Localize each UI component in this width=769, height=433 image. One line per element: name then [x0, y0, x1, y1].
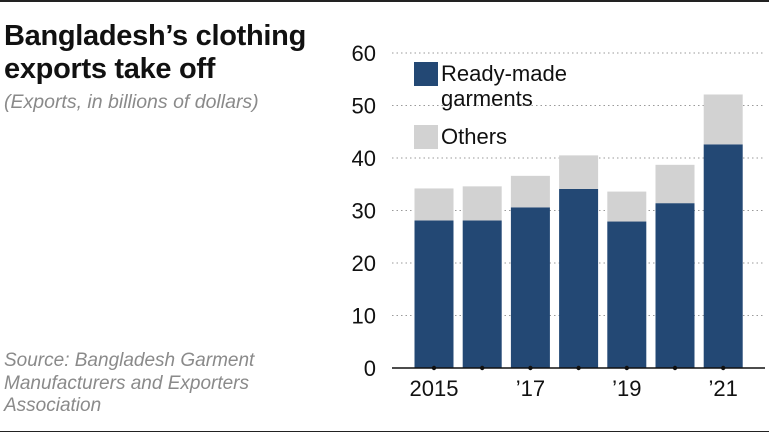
source-note: Source: Bangladesh Garment Manufacturers…: [4, 350, 255, 416]
y-tick-label: 60: [352, 41, 376, 66]
bar-ready-made: [655, 203, 695, 368]
bar-ready-made: [462, 220, 502, 368]
y-tick-label: 0: [364, 356, 376, 381]
legend-label: garments: [441, 86, 533, 111]
bar-others: [462, 186, 502, 221]
y-tick-label: 50: [352, 94, 376, 119]
x-tick-label: 2015: [410, 376, 459, 401]
bar-ready-made: [559, 188, 599, 368]
x-tick-label: ’21: [709, 376, 738, 401]
y-tick-label: 20: [352, 251, 376, 276]
y-tick-label: 30: [352, 199, 376, 224]
y-tick-label: 40: [352, 146, 376, 171]
chart-title: Bangladesh’s clothing exports take off: [4, 20, 306, 85]
legend-swatch-ready-made: [414, 62, 438, 86]
legend-label: Others: [441, 124, 507, 149]
x-tick-label: ’17: [516, 376, 545, 401]
bar-others: [510, 175, 550, 208]
bar-others: [414, 188, 454, 221]
chart-subtitle: (Exports, in billions of dollars): [4, 91, 259, 113]
bar-ready-made: [703, 144, 743, 368]
bar-others: [655, 164, 695, 204]
bar-others: [703, 94, 743, 145]
bottom-rule: [0, 431, 769, 432]
y-tick-label: 10: [352, 304, 376, 329]
legend-swatch-others: [414, 125, 438, 149]
legend-label: Ready-made: [441, 61, 567, 86]
bar-ready-made: [414, 220, 454, 368]
bar-ready-made: [510, 207, 550, 368]
top-rule: [0, 0, 769, 2]
bar-ready-made: [607, 221, 647, 368]
x-tick-label: ’19: [612, 376, 641, 401]
bar-others: [607, 191, 647, 222]
bar-others: [559, 155, 599, 189]
